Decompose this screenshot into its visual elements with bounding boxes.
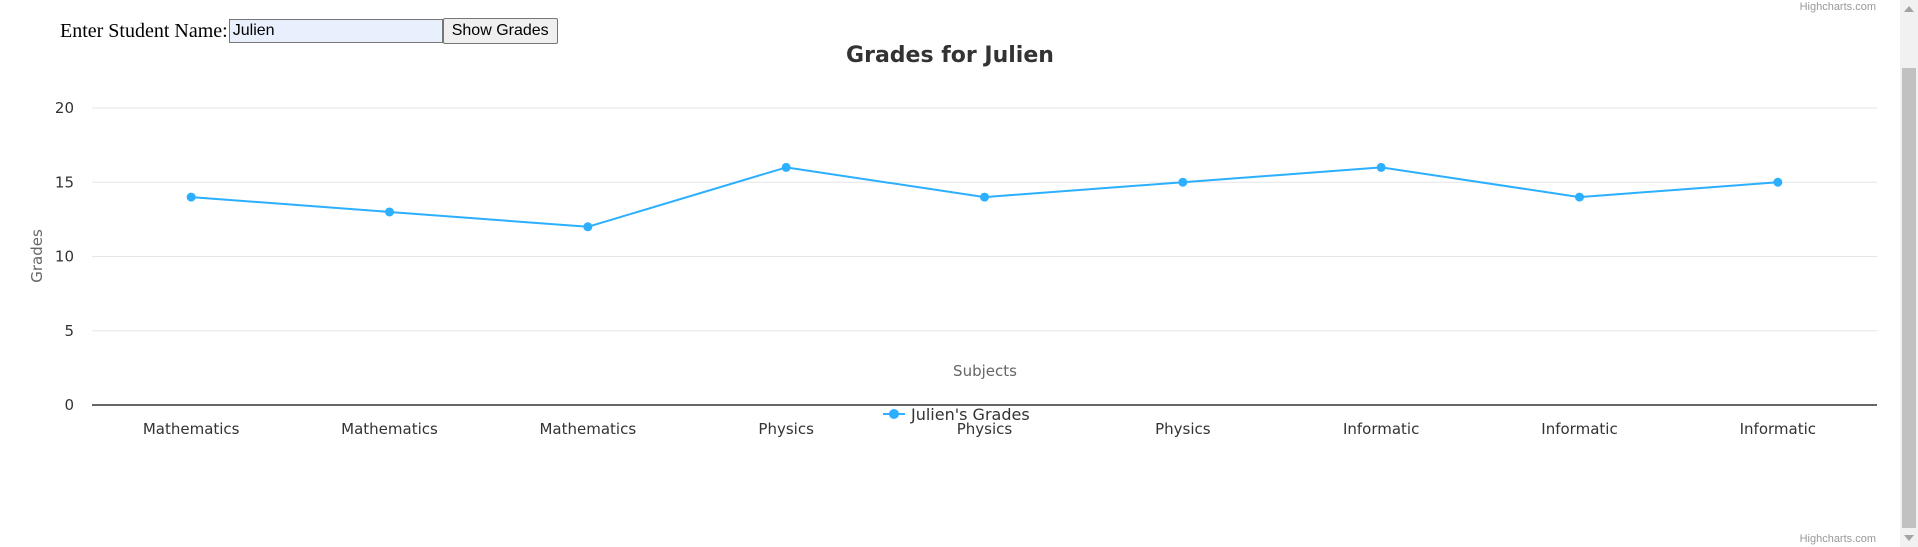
x-tick-label: Mathematics bbox=[341, 420, 438, 438]
x-tick-label: Physics bbox=[957, 420, 1013, 438]
x-tick-label: Informatic bbox=[1343, 420, 1419, 438]
page-scrollbar[interactable] bbox=[1900, 0, 1918, 547]
scroll-thumb[interactable] bbox=[1902, 68, 1916, 528]
x-tick-label: Physics bbox=[1155, 420, 1211, 438]
y-tick-label: 0 bbox=[64, 396, 74, 414]
data-point[interactable] bbox=[1376, 162, 1386, 172]
x-axis-ticks: Mathematics Mathematics Mathematics Physics… bbox=[143, 420, 1816, 438]
data-point[interactable] bbox=[385, 207, 394, 217]
y-axis-ticks: 0 5 10 15 20 bbox=[55, 99, 74, 414]
y-tick-label: 5 bbox=[64, 322, 74, 340]
data-point[interactable] bbox=[980, 192, 989, 202]
data-point[interactable] bbox=[583, 222, 593, 232]
data-point[interactable] bbox=[186, 192, 196, 202]
chart-title: Grades for Julien bbox=[846, 43, 1054, 68]
y-tick-label: 20 bbox=[55, 99, 74, 117]
scroll-down-arrow-icon[interactable] bbox=[1904, 535, 1914, 541]
show-grades-button[interactable]: Show Grades bbox=[442, 18, 558, 44]
legend[interactable]: Julien's Grades bbox=[883, 405, 1030, 424]
student-name-label: Enter Student Name: bbox=[60, 19, 228, 42]
x-tick-label: Mathematics bbox=[539, 420, 636, 438]
x-tick-label: Mathematics bbox=[143, 420, 240, 438]
highcharts-credit-top[interactable]: Highcharts.com bbox=[1799, 1, 1876, 13]
scroll-up-arrow-icon[interactable] bbox=[1904, 6, 1914, 12]
data-point[interactable] bbox=[781, 162, 791, 172]
x-tick-label: Informatic bbox=[1541, 420, 1617, 438]
legend-series-marker bbox=[889, 409, 899, 419]
y-axis-title: Grades bbox=[28, 229, 46, 283]
data-point[interactable] bbox=[1773, 177, 1783, 187]
y-tick-label: 15 bbox=[55, 173, 74, 191]
x-tick-label: Physics bbox=[758, 420, 814, 438]
x-axis-title: Subjects bbox=[953, 362, 1017, 380]
x-tick-label: Informatic bbox=[1740, 420, 1816, 438]
series-grades[interactable] bbox=[186, 162, 1783, 232]
legend-series-label[interactable]: Julien's Grades bbox=[910, 405, 1030, 424]
data-point[interactable] bbox=[1178, 177, 1188, 187]
grid-lines bbox=[92, 107, 1877, 332]
data-point[interactable] bbox=[1575, 192, 1584, 202]
highcharts-credit-bottom[interactable]: Highcharts.com bbox=[1799, 533, 1876, 545]
student-name-input[interactable] bbox=[228, 19, 443, 43]
y-tick-label: 10 bbox=[55, 248, 74, 266]
student-search-form: Enter Student Name: Show Grades bbox=[60, 18, 558, 44]
